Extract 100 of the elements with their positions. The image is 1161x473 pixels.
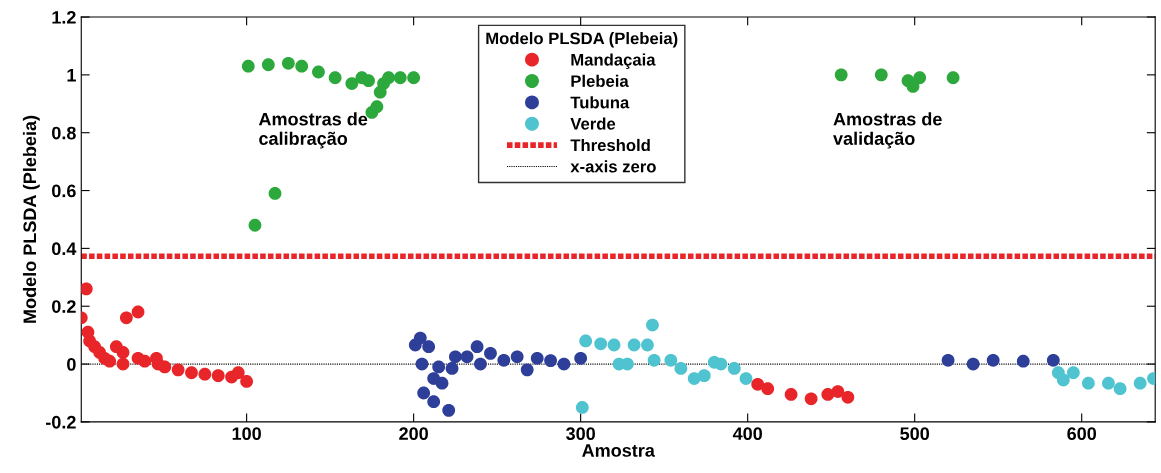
point [727,362,741,375]
point [328,71,342,85]
point [445,362,459,375]
point [739,372,753,385]
point [198,367,212,381]
point [345,77,359,90]
point [574,351,588,365]
point [484,346,497,360]
point [281,56,295,70]
point [442,403,456,417]
point [1016,354,1030,368]
point [460,350,474,364]
legend-title: Modelo PLSDA (Plebeia) [486,32,678,48]
point [417,386,431,400]
point [510,350,524,364]
point [841,390,855,404]
point [448,350,462,364]
point [432,360,446,374]
point [714,357,728,371]
point [382,71,395,85]
point [594,337,608,351]
point [520,363,534,377]
point [415,357,429,371]
point [674,362,688,375]
point [241,59,255,73]
point [1133,376,1147,390]
y-tick-label: 0.2 [52,300,76,313]
legend-label: Plebeia [571,74,629,88]
point [804,392,818,406]
point [116,357,130,371]
point [834,68,848,82]
point [370,100,384,114]
x-tick-label: 200 [399,427,428,441]
point [986,353,1000,367]
point [138,354,152,368]
y-tick-label: 0 [67,358,76,371]
legend-label: Tubuna [570,96,630,109]
y-tick-label: 1.2 [52,10,76,24]
point [240,375,254,388]
point [407,71,421,85]
point [821,388,835,401]
point [295,59,309,73]
point [647,353,661,367]
point [874,68,888,82]
point [1046,353,1060,367]
point [268,187,282,200]
x-tick-label: 600 [1067,427,1097,441]
point [474,357,487,371]
point [158,360,172,374]
point [1113,382,1127,396]
y-tick-label: 0.4 [52,242,77,256]
point [906,80,920,93]
point [621,357,634,371]
point [946,71,960,85]
point [557,357,571,371]
point [248,218,262,232]
point [697,369,711,383]
point [627,338,641,352]
point [312,65,325,79]
point [664,353,678,367]
point [171,363,185,377]
point [784,388,798,401]
point [966,357,980,371]
point [530,351,544,365]
point [913,71,927,85]
x-tick-label: 300 [566,427,595,441]
x-tick-label: 400 [732,427,762,441]
point [362,74,375,88]
annotation: Amostras de validação [833,112,942,149]
point [119,311,133,325]
y-tick-label: 0.6 [52,184,76,198]
point [1066,366,1080,380]
point [544,354,557,368]
point [1081,376,1095,390]
legend-label: Verde [570,117,616,130]
point [646,318,659,332]
y-tick-label: 0.8 [52,126,76,140]
point [422,340,436,354]
point [211,369,225,383]
y-tick-label: 1 [67,68,76,82]
point [103,354,117,368]
legend-label: Mandaçaia [571,53,656,69]
point [641,338,654,352]
point [751,377,765,391]
legend-label: Threshold [570,138,650,152]
annotation: Amostras de calibração [258,112,368,149]
point [470,340,484,354]
point [435,376,449,390]
x-axis-title: Amostra [582,444,655,457]
point [413,331,427,345]
point [831,385,845,398]
point [393,71,407,85]
point [579,334,593,348]
y-tick-label: -0.2 [46,415,76,429]
point [1102,376,1115,390]
point [116,346,130,359]
point [575,401,589,414]
x-tick-label: 500 [900,427,930,441]
point [81,282,93,296]
point [497,353,511,367]
